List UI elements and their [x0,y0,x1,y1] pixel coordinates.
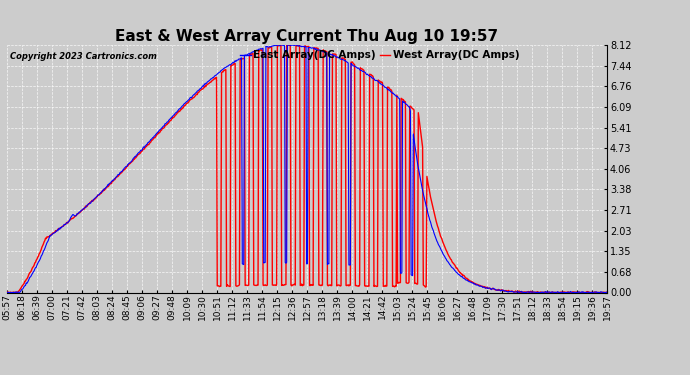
Text: Copyright 2023 Cartronics.com: Copyright 2023 Cartronics.com [10,53,157,62]
Title: East & West Array Current Thu Aug 10 19:57: East & West Array Current Thu Aug 10 19:… [115,29,499,44]
Legend: East Array(DC Amps), West Array(DC Amps): East Array(DC Amps), West Array(DC Amps) [240,50,520,60]
